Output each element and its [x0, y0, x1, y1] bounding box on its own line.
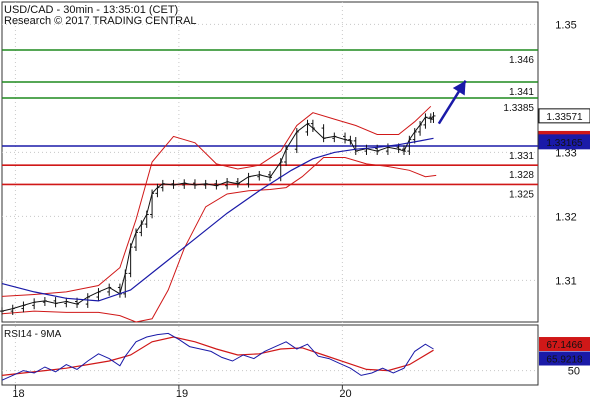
- rsi-panel-frame: [2, 325, 538, 385]
- price-tick-label: 1.35: [555, 19, 576, 31]
- bollinger-upper-line: [2, 106, 431, 296]
- time-tick-label: 19: [176, 388, 188, 400]
- level-label: 1.331: [509, 151, 534, 162]
- level-label: 1.346: [509, 55, 534, 66]
- level-label: 1.325: [509, 189, 534, 200]
- rsi-badge-label: 67.1466: [546, 340, 583, 351]
- rsi-ma-line: [2, 337, 434, 375]
- moving-average-line: [2, 138, 434, 301]
- level-label: 1.328: [509, 170, 534, 181]
- rsi-label: RSI14 - 9MA: [4, 329, 62, 340]
- price-badge-label: 1.33165: [546, 138, 583, 149]
- price-tick-label: 1.31: [555, 275, 576, 287]
- level-label: 1.341: [509, 87, 534, 98]
- price-badge-label: 1.33571: [546, 112, 583, 123]
- rsi-badge-label: 65.9218: [546, 354, 583, 365]
- chart-subtitle: Research © 2017 TRADING CENTRAL: [4, 15, 197, 27]
- price-tick-label: 1.32: [555, 211, 576, 223]
- time-tick-label: 20: [339, 388, 351, 400]
- level-label: 1.3385: [503, 103, 534, 114]
- rsi-line: [2, 333, 434, 380]
- bollinger-lower-line: [2, 158, 436, 323]
- rsi-tick-label: 50: [568, 366, 580, 378]
- time-tick-label: 18: [12, 388, 24, 400]
- price-series-line: [2, 116, 434, 311]
